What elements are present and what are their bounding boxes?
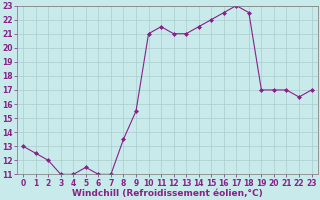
X-axis label: Windchill (Refroidissement éolien,°C): Windchill (Refroidissement éolien,°C) bbox=[72, 189, 263, 198]
